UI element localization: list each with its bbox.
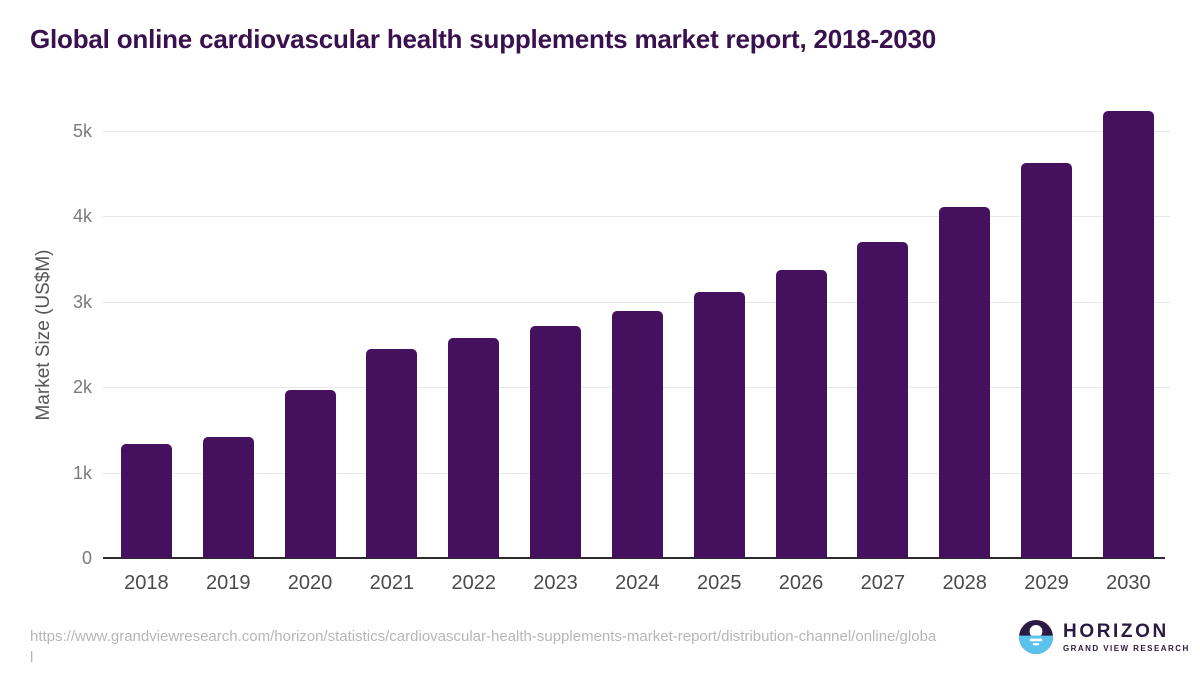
bar-2025 xyxy=(693,292,745,558)
page-title: Global online cardiovascular health supp… xyxy=(30,24,937,54)
x-tick-label-2027: 2027 xyxy=(860,572,906,594)
bar-2024 xyxy=(611,310,663,558)
bar-2019 xyxy=(202,437,254,558)
source-url: https://www.grandviewresearch.com/horizo… xyxy=(30,628,937,666)
x-axis-line xyxy=(103,557,1165,559)
horizon-logo-text: HORIZON GRAND VIEW RESEARCH xyxy=(1063,620,1190,653)
x-tick-label-2025: 2025 xyxy=(696,572,742,594)
y-tick-label: 5k xyxy=(72,120,92,141)
x-tick-label-2024: 2024 xyxy=(615,572,660,594)
horizon-logo-icon xyxy=(1019,620,1053,654)
x-tick-label-2030: 2030 xyxy=(1106,572,1151,594)
bar-2023 xyxy=(530,326,582,558)
horizon-logo: HORIZON GRAND VIEW RESEARCH xyxy=(1019,620,1190,654)
y-tick-label: 3k xyxy=(72,291,92,312)
y-tick-label: 0 xyxy=(81,548,92,568)
y-tick-label: 1k xyxy=(72,462,92,483)
x-tick-label-2019: 2019 xyxy=(205,572,251,594)
bar-2021 xyxy=(366,348,418,558)
x-tick-label-2020: 2020 xyxy=(287,572,333,594)
bar-2020 xyxy=(284,390,336,558)
horizon-logo-subtitle: GRAND VIEW RESEARCH xyxy=(1063,643,1190,653)
bar-2022 xyxy=(448,338,500,558)
bar-2018 xyxy=(120,444,172,558)
x-tick-label-2023: 2023 xyxy=(533,572,578,594)
y-tick-label: 2k xyxy=(72,377,92,397)
y-tick-label: 4k xyxy=(72,206,92,226)
bar-2029 xyxy=(1021,162,1073,558)
gridline-3k xyxy=(103,301,1170,303)
x-tick-label-2029: 2029 xyxy=(1024,572,1069,594)
gridline-4k xyxy=(103,216,1170,217)
horizon-logo-name: HORIZON xyxy=(1063,620,1169,642)
x-tick-label-2026: 2026 xyxy=(778,572,824,594)
bar-2027 xyxy=(857,241,909,558)
bar-2026 xyxy=(775,269,827,558)
gridline-5k xyxy=(103,130,1170,132)
x-tick-label-2018: 2018 xyxy=(124,572,169,594)
x-tick-label-2022: 2022 xyxy=(451,572,496,594)
x-tick-label-2021: 2021 xyxy=(369,572,415,594)
x-tick-label-2028: 2028 xyxy=(942,572,987,594)
bar-2028 xyxy=(939,206,991,558)
market-size-bar-chart: 0 1k 2k 3k 4k 5k 2018 2019 2020 2021 2022 2023 2024 2… xyxy=(73,88,1170,594)
bar-2030 xyxy=(1102,110,1154,558)
